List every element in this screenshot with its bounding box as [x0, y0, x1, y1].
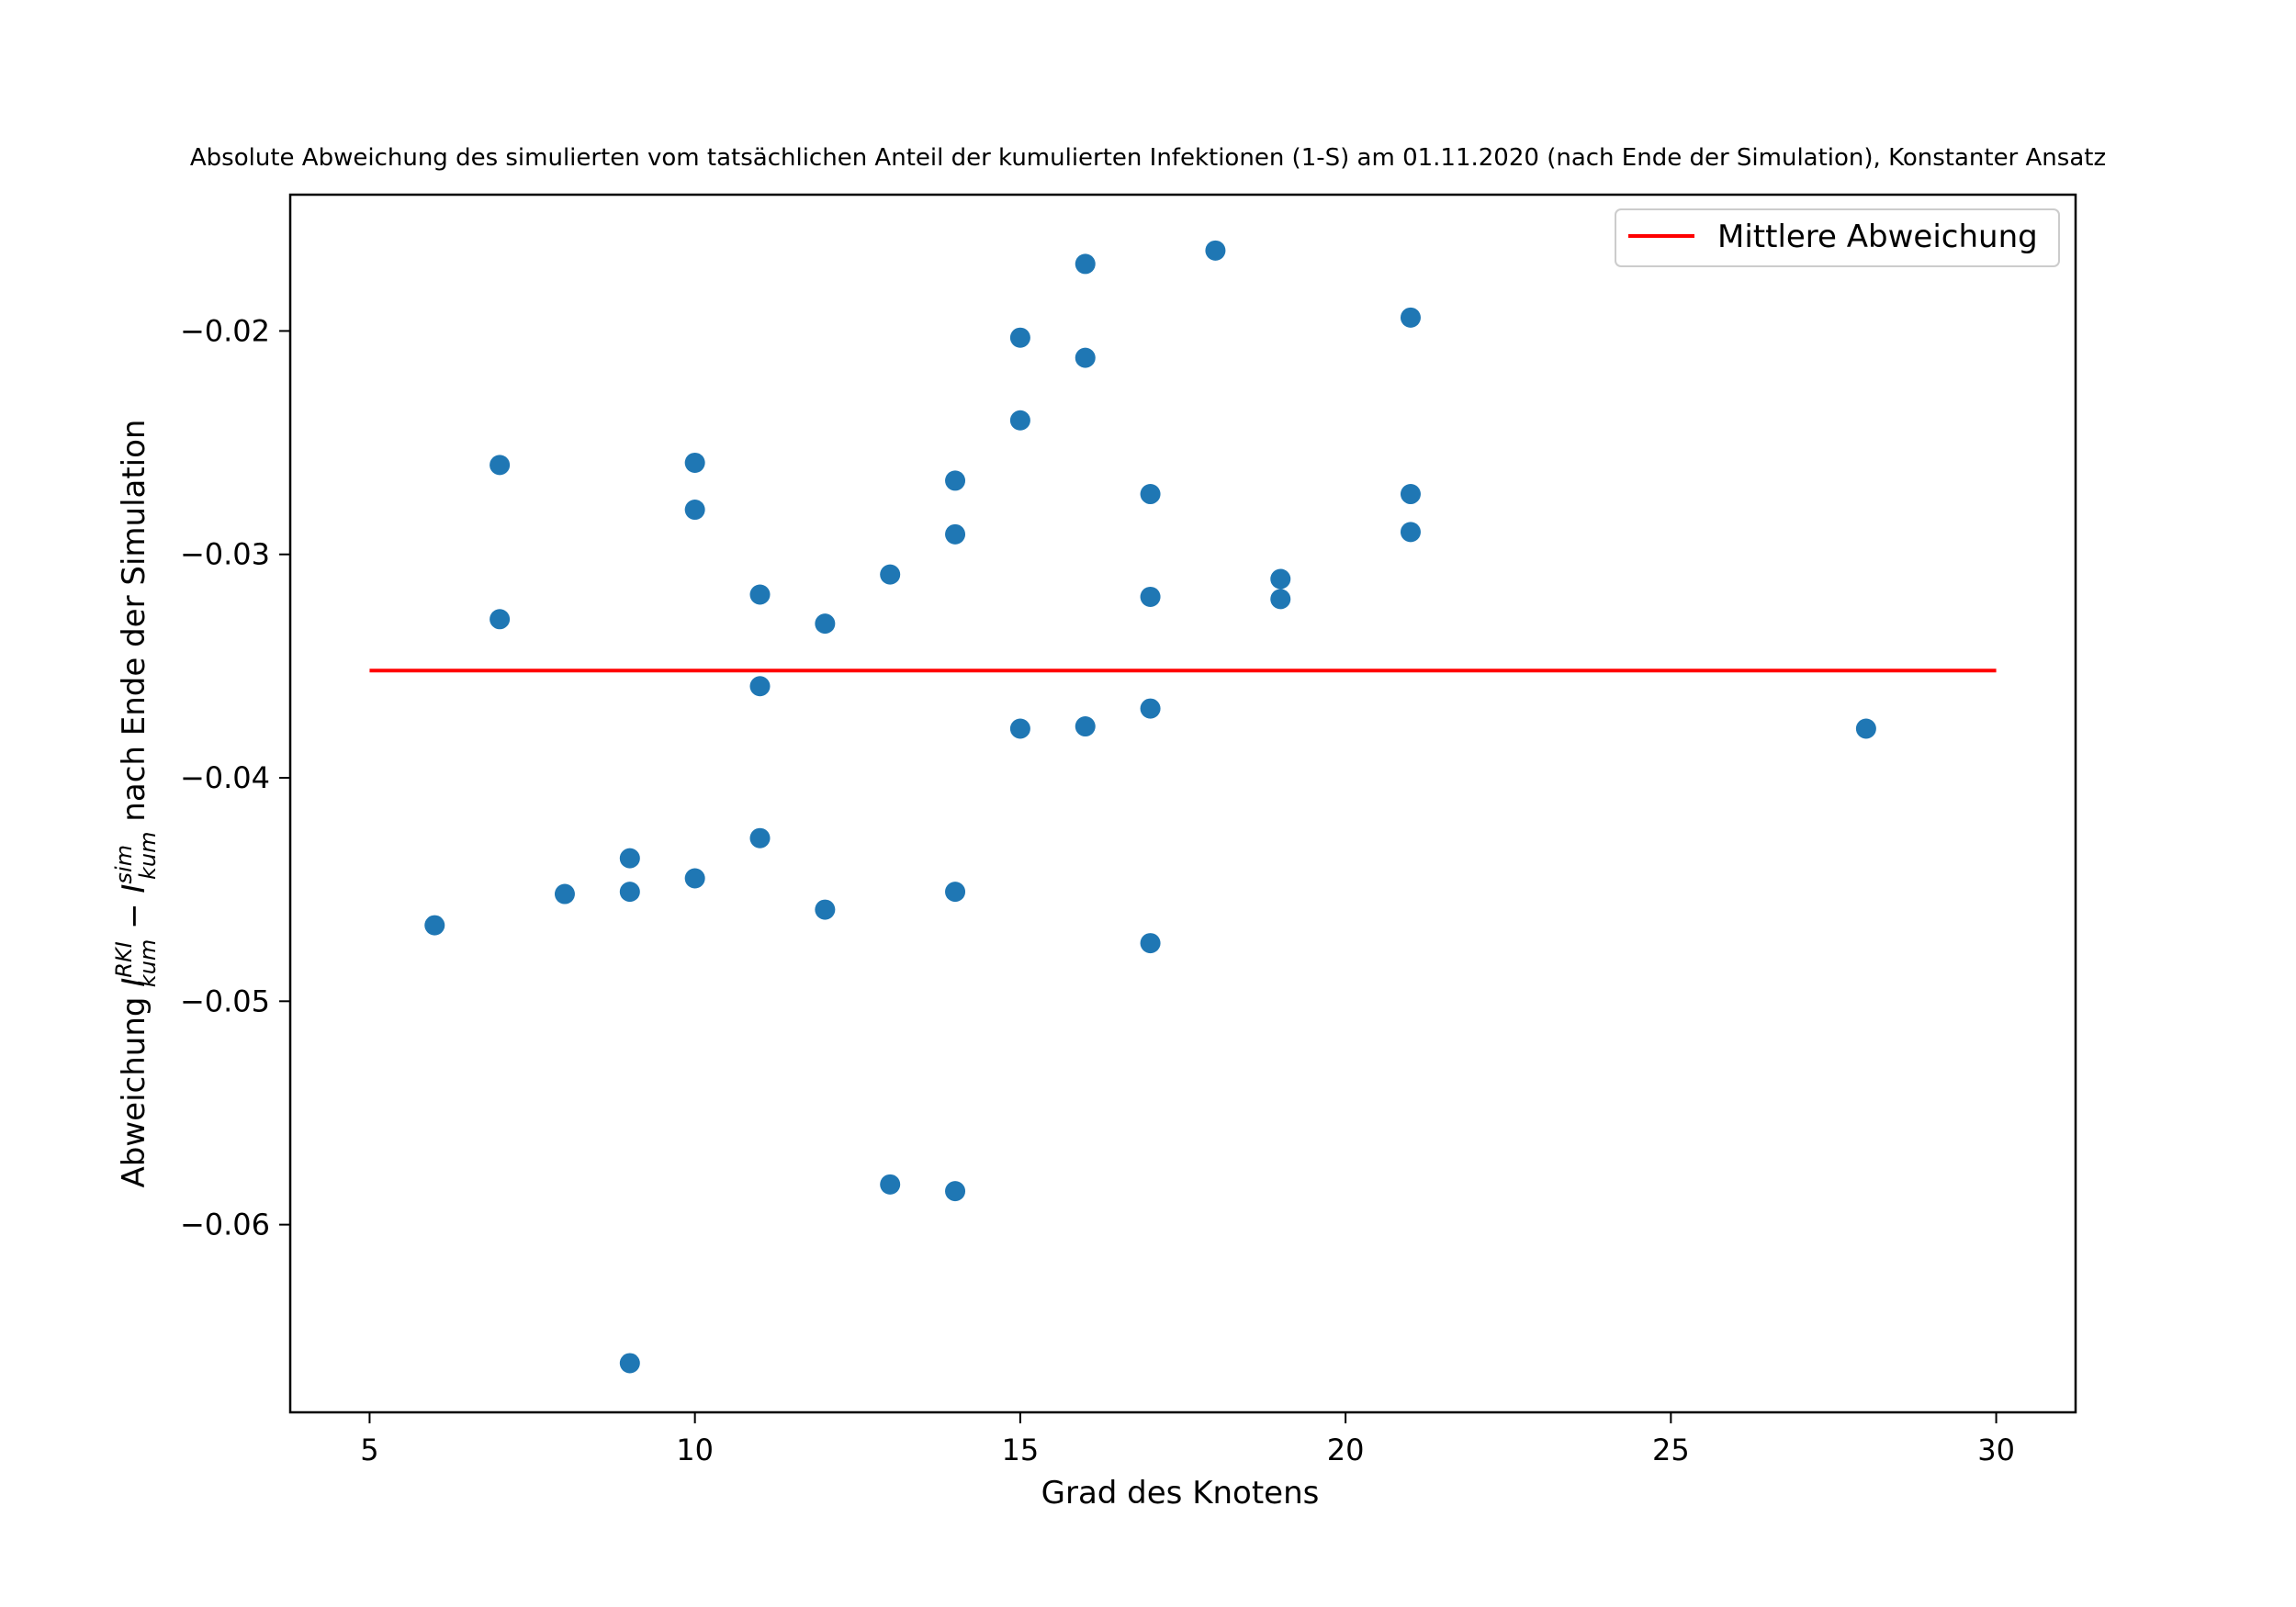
- legend-label: Mittlere Abweichung: [1717, 219, 2038, 255]
- data-point: [554, 883, 575, 905]
- y-tick-label: −0.04: [180, 760, 270, 795]
- data-point: [749, 827, 771, 848]
- data-point: [1009, 410, 1030, 431]
- y-label-term1-sub: kum: [135, 939, 161, 988]
- data-point: [1400, 522, 1421, 543]
- legend: Mittlere Abweichung: [1615, 208, 2060, 267]
- x-tick-label: 25: [1652, 1433, 1690, 1467]
- x-tick-label: 20: [1327, 1433, 1365, 1467]
- y-label-suffix: nach Ende der Simulation: [116, 420, 152, 832]
- y-axis-ticks: −0.02 −0.03 −0.04 −0.05 −0.06: [180, 313, 290, 1242]
- data-point: [1855, 718, 1876, 739]
- x-axis-label: Grad des Knotens: [1041, 1475, 1320, 1511]
- y-label-term1: I: [116, 978, 152, 987]
- data-point: [880, 1174, 901, 1195]
- y-label-prefix: Abweichung: [116, 987, 152, 1188]
- data-point: [1400, 484, 1421, 505]
- scatter-points: [424, 240, 1876, 1374]
- data-point: [1075, 716, 1096, 737]
- data-point: [1140, 484, 1161, 505]
- data-point: [1075, 253, 1096, 275]
- data-point: [490, 609, 511, 630]
- y-tick-label: −0.05: [180, 983, 270, 1018]
- data-point: [945, 470, 966, 491]
- data-point: [619, 848, 640, 869]
- data-point: [749, 676, 771, 697]
- x-tick-label: 5: [360, 1433, 378, 1467]
- y-label-term2-sub: kum: [135, 832, 161, 881]
- plot-frame: [288, 193, 2077, 1414]
- y-axis-label: Abweichung IRKIkum − Isimkum nach Ende d…: [111, 420, 161, 1188]
- y-label-term1-sup: RKI: [111, 941, 137, 978]
- y-tick-label: −0.03: [180, 537, 270, 572]
- y-label-minus: −: [116, 893, 152, 939]
- data-point: [619, 1353, 640, 1374]
- data-point: [424, 915, 445, 936]
- y-tick-label: −0.06: [180, 1208, 270, 1242]
- data-point: [490, 455, 511, 476]
- data-point: [815, 613, 836, 635]
- x-axis-ticks: 5 10 15 20 25 30: [360, 1412, 2015, 1467]
- data-point: [1270, 589, 1291, 610]
- x-tick-label: 30: [1977, 1433, 2015, 1467]
- data-point: [1270, 568, 1291, 590]
- data-point: [619, 882, 640, 903]
- y-label-term2-sup: sim: [111, 845, 137, 884]
- data-point: [684, 868, 705, 889]
- data-point: [880, 564, 901, 585]
- chart-title: Absolute Abweichung des simulierten vom …: [190, 144, 2106, 172]
- data-point: [1009, 327, 1030, 348]
- legend-box: [1615, 208, 2060, 267]
- data-point: [1140, 586, 1161, 607]
- data-point: [684, 500, 705, 521]
- data-point: [1140, 933, 1161, 954]
- data-point: [945, 882, 966, 903]
- x-tick-label: 15: [1002, 1433, 1040, 1467]
- data-point: [945, 1181, 966, 1202]
- data-point: [1075, 347, 1096, 368]
- y-tick-label: −0.02: [180, 313, 270, 348]
- data-point: [1205, 240, 1226, 261]
- data-point: [1400, 307, 1421, 328]
- y-label-term2: I: [116, 884, 152, 893]
- data-point: [945, 523, 966, 545]
- data-point: [684, 452, 705, 473]
- data-point: [749, 584, 771, 605]
- data-point: [1140, 698, 1161, 719]
- data-point: [1009, 718, 1030, 739]
- data-point: [815, 899, 836, 920]
- x-tick-label: 10: [676, 1433, 714, 1467]
